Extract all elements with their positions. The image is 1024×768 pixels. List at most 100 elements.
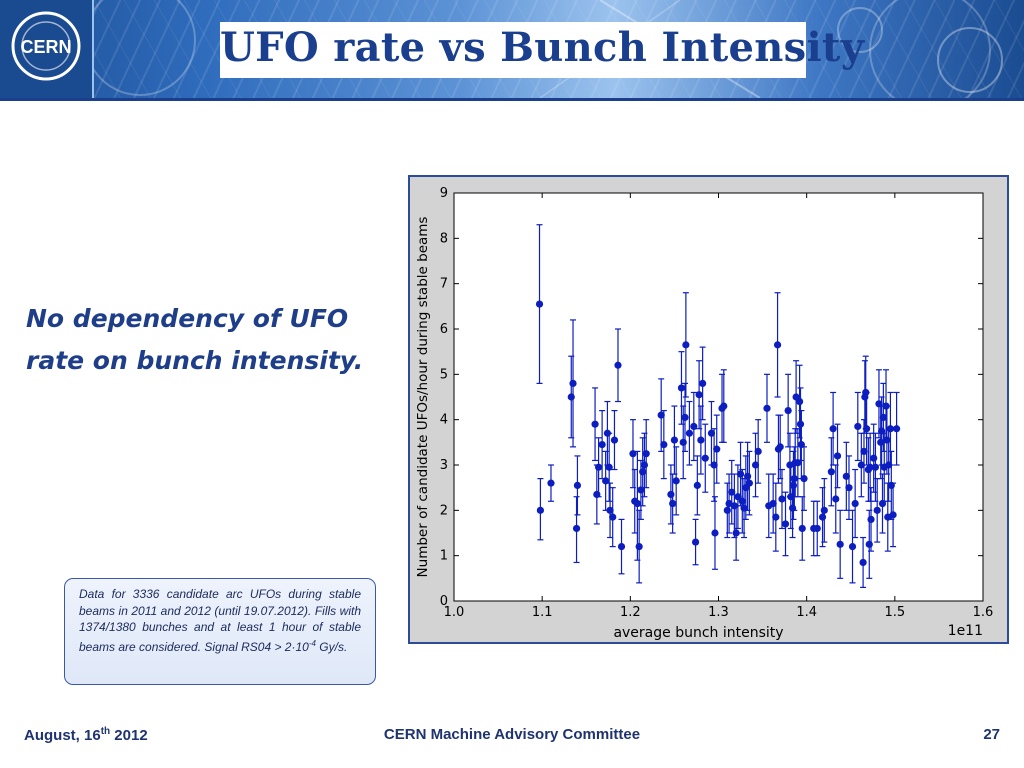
data-point [794,459,802,467]
data-point [743,472,752,480]
cern-logo-icon: CERN [11,11,81,81]
data-point [677,384,686,392]
title-plate [220,22,806,78]
data-point [728,488,736,496]
data-point [738,497,746,505]
data-point [787,493,795,501]
data-point [723,506,731,514]
data-point [798,524,806,533]
data-point [763,404,771,412]
data-point [818,513,827,521]
data-point [682,341,690,349]
data-point [865,540,873,548]
data-point [720,402,728,410]
data-point [710,461,718,469]
data-point [776,443,784,451]
data-point [859,558,867,567]
data-point [878,499,887,508]
data-point [796,420,805,428]
data-point [832,495,840,503]
y-tick-label: 5 [440,367,448,382]
y-tick-label: 0 [440,594,448,609]
plot-area [453,192,984,602]
data-point [784,407,792,415]
footer-committee: CERN Machine Advisory Committee [383,726,641,743]
data-point [772,513,780,521]
data-point [887,481,895,489]
data-point [660,441,668,449]
page-number: 27 [983,726,1000,743]
data-point [778,495,786,503]
data-point [637,486,645,494]
data-point [567,393,575,401]
x-tick-label: 1.4 [796,605,817,620]
data-point [892,425,901,433]
data-point [642,450,650,458]
data-point [690,422,698,431]
data-point [796,397,804,406]
data-point [877,438,885,446]
data-point [751,461,760,469]
data-point [827,468,835,476]
data-point [669,499,677,508]
note-unit: Gy/s. [315,639,348,654]
data-point [635,543,643,551]
data-point [734,493,742,501]
data-point [870,454,878,462]
data-point [695,391,703,399]
data-point [800,475,808,483]
x-axis-label: average bunch intensity [613,625,783,641]
data-point [732,529,740,537]
data-point [851,499,859,508]
data-point [614,361,622,369]
data-point [813,524,821,533]
data-point [536,506,545,514]
x-tick-label: 1.1 [532,605,553,620]
data-point [593,490,601,499]
data-point [781,520,790,528]
y-tick-label: 9 [440,186,448,201]
data-point [670,436,679,444]
data-point [875,400,883,408]
data-point [842,472,850,480]
data-point [867,515,875,523]
note-dot: · [291,639,296,654]
data-point [609,513,617,521]
footer-date-suffix: 2012 [110,727,148,744]
data-point [535,300,544,308]
data-point [639,468,647,476]
x-tick-label: 1.3 [708,605,729,620]
data-point [857,461,865,469]
data-point [736,470,745,478]
data-point [754,447,762,455]
y-tick-label: 2 [440,503,448,518]
scatter-plot: 1.0 1.1 1.2 1.3 1.4 1.5 1.6 0 1 2 3 4 5 6 7 8 9 average b… [415,186,994,641]
x-tick-label: 1.0 [444,605,465,620]
data-point [679,438,687,446]
footer-date-prefix: August, 16 [24,727,101,744]
y-tick-label: 4 [440,413,448,428]
note-text: Data for 3336 candidate arc UFOs during … [79,587,361,654]
x-tick-label: 1.2 [620,605,641,620]
data-point [788,504,797,512]
data-point [681,413,689,421]
data-point [569,379,577,387]
data-point [797,441,805,449]
x-multiplier-label: 1e11 [948,623,983,639]
data-point [866,463,874,471]
data-point [573,481,582,489]
data-point [886,425,895,433]
slide-title: UFO rate vs Bunch Intensity [220,24,865,71]
footer-date: August, 16th 2012 [24,726,148,744]
data-point [820,506,828,514]
data-point [789,481,798,489]
data-point [845,484,853,492]
data-point [602,477,610,485]
data-point [829,425,837,433]
data-point [707,429,716,437]
data-point [699,379,707,387]
data-point [547,479,555,487]
data-point [883,436,891,444]
x-tick-label: 1.6 [973,605,994,620]
data-point [701,454,709,462]
